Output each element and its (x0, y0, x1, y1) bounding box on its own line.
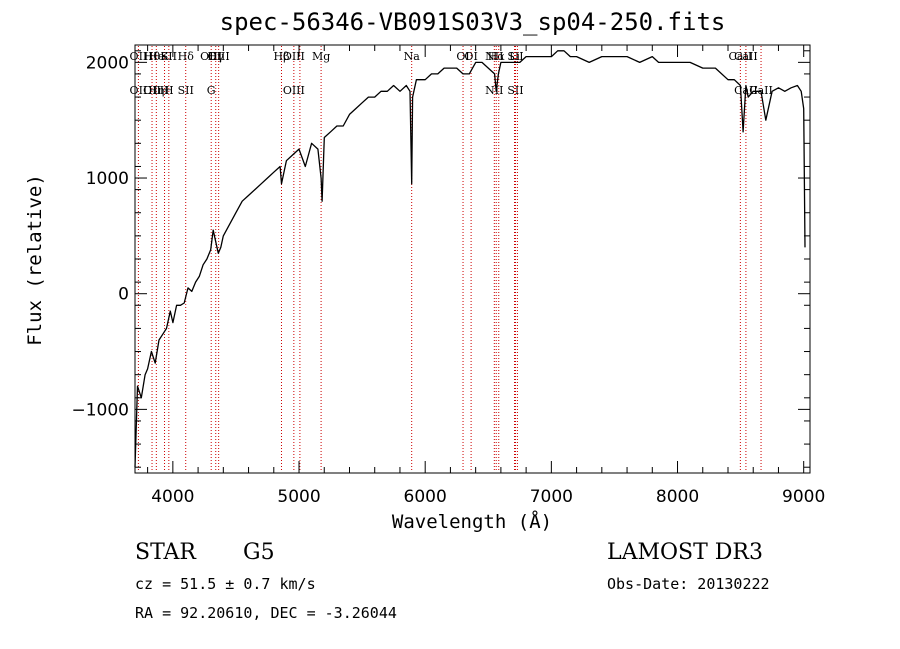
object-subclass: G5 (243, 540, 275, 565)
spectral-line-label: CaII (734, 50, 758, 63)
spectral-line-label: OI (456, 50, 469, 63)
coordinates: RA = 92.20610, DEC = -3.26044 (135, 604, 397, 622)
x-tick-label: 9000 (782, 487, 825, 507)
y-tick-label: 0 (118, 285, 129, 305)
y-axis-label: Flux (relative) (24, 174, 46, 346)
spectral-line-label: OI (464, 50, 477, 63)
spectral-line-label: SII (507, 84, 523, 97)
flux-series-group (134, 50, 806, 468)
chart-title: spec-56346-VB091S03V3_sp04-250.fits (219, 8, 726, 36)
spectral-line-label: K (160, 50, 169, 63)
axis-ticks: 4000 5000 6000 7000 8000 9000 −1000 0 1000 2000 (71, 45, 825, 507)
x-axis-label: Wavelength (Å) (392, 510, 552, 533)
x-tick-label: 7000 (530, 487, 573, 507)
spectral-line-label: NII (485, 50, 503, 63)
spectral-line-label: OII (143, 84, 161, 97)
x-tick-label: 8000 (656, 487, 699, 507)
spectral-line-label: Hθ (144, 50, 161, 63)
y-tick-label: 2000 (86, 53, 129, 73)
spectral-line-label: SII (178, 84, 194, 97)
x-tick-label: 6000 (404, 487, 447, 507)
spectral-line-label: Hγ (208, 50, 225, 63)
x-tick-label: 4000 (151, 487, 194, 507)
spectral-line-label: SII (507, 50, 523, 63)
spectral-line-label: Hη (148, 84, 164, 97)
spectral-line-label: Mg (312, 50, 330, 63)
spectral-line-label: OII (130, 84, 148, 97)
spectral-line-label: OIII (208, 50, 230, 63)
spectral-line-label: OII (130, 50, 148, 63)
spectral-line-label: Li (509, 50, 520, 63)
spectral-line-label: Hα (488, 50, 506, 63)
flux-line (134, 50, 806, 468)
spectral-line-label: NII (485, 84, 503, 97)
spectral-line-label: He (148, 50, 164, 63)
x-tick-label: 5000 (277, 487, 320, 507)
spectral-line-label: Hβ (274, 50, 290, 63)
spectral-line-label: H (164, 84, 174, 97)
spectral-line-label: Hδ (178, 50, 195, 63)
observation-date: Obs-Date: 20130222 (607, 575, 770, 593)
survey-name: LAMOST DR3 (607, 540, 763, 565)
redshift-value: cz = 51.5 ± 0.7 km/s (135, 575, 316, 593)
y-tick-label: 1000 (86, 169, 129, 189)
plot-frame (134, 44, 811, 474)
y-tick-label: −1000 (71, 400, 129, 420)
spectral-line-label: Na (404, 50, 421, 63)
object-class: STAR (135, 540, 196, 565)
spectral-line-label: CaII (749, 84, 773, 97)
spectral-line-label: OIII (200, 50, 222, 63)
spectral-line-label: H (160, 84, 170, 97)
spectral-line-label: OIII (283, 50, 305, 63)
spectral-line-label: G (207, 84, 216, 97)
spectral-line-label: OIII (283, 84, 305, 97)
spectral-line-label: SII (161, 50, 177, 63)
spectral-line-label: CaII (729, 50, 753, 63)
